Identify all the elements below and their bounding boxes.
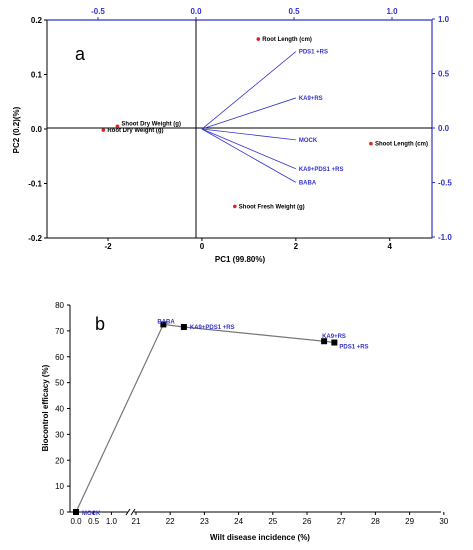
- pca-biplot: a PC1 (99.80%) PC2 (0.2)(%) -2 0 2 4 0.2 0.1 0…: [12, 7, 452, 264]
- efficacy-x-tick-label: 27: [337, 517, 346, 526]
- pca-x-tick-label: -2: [104, 242, 112, 251]
- efficacy-point-label: BABA: [157, 319, 175, 325]
- efficacy-data-marker: [180, 323, 187, 330]
- pca-loading-vector: [201, 97, 296, 130]
- pca-right-tick-label: -1.0: [438, 233, 452, 242]
- pca-loading-vector: [201, 128, 297, 183]
- pca-point-label: Shoot Length (cm): [375, 142, 428, 148]
- efficacy-x-tick-label: 30: [439, 517, 448, 526]
- pca-vector-label: BABA: [299, 180, 317, 186]
- pca-x-tick-label: 2: [294, 242, 299, 251]
- efficacy-y-tick-label: 60: [55, 353, 64, 362]
- efficacy-x-tick-label: 23: [200, 517, 209, 526]
- efficacy-data-marker: [73, 509, 79, 515]
- pca-right-tick-label: 0.5: [438, 70, 450, 79]
- efficacy-x-tick-label: 29: [405, 517, 414, 526]
- efficacy-y-tick-label: 40: [55, 405, 64, 414]
- pca-vector-label: KA9+PDS1 +RS: [299, 167, 344, 173]
- efficacy-point-label: KA9+PDS1 +RS: [190, 325, 235, 331]
- efficacy-y-tick-label: 70: [55, 327, 64, 336]
- pca-score-point: [369, 141, 373, 146]
- pca-panel-label: a: [75, 44, 86, 64]
- efficacy-y-tick-label: 10: [55, 482, 64, 491]
- pca-x-axis-label: PC1 (99.80%): [215, 255, 266, 264]
- pca-right-tick-label: -0.5: [438, 179, 452, 188]
- pca-point-label: Shoot Dry Weight (g): [121, 121, 181, 127]
- axis-break-mark-1: [125, 508, 131, 516]
- efficacy-point-label: PDS1 +RS: [339, 345, 368, 351]
- efficacy-x-tick-label: 21: [132, 517, 141, 526]
- pca-score-point: [101, 128, 106, 132]
- pca-vector-label: KA9+RS: [299, 96, 323, 102]
- pca-point-label: Root Dry Weight (g): [107, 128, 163, 134]
- pca-vector-label: PDS1 +RS: [299, 50, 328, 56]
- efficacy-x-tick-label: 1.0: [106, 517, 118, 526]
- efficacy-y-tick-label: 20: [55, 456, 64, 465]
- pca-score-point: [256, 37, 261, 41]
- efficacy-y-axis-label: Biocontrol efficacy (%): [41, 364, 50, 451]
- pca-top-tick-label: -0.5: [91, 7, 105, 16]
- pca-y-tick-label: 0.0: [31, 125, 43, 134]
- pca-y-tick-label: -0.2: [28, 234, 42, 243]
- efficacy-x-tick-label: 28: [371, 517, 380, 526]
- pca-x-tick-label: 4: [388, 242, 393, 251]
- pca-right-tick-label: 0.0: [438, 124, 450, 133]
- pca-loading-vector: [201, 128, 296, 141]
- pca-point-label: Shoot Fresh Weight (g): [239, 204, 305, 210]
- efficacy-data-marker: [160, 321, 167, 328]
- efficacy-data-marker: [331, 339, 338, 346]
- efficacy-chart: b Wilt disease incidence (%) Biocontrol …: [41, 301, 449, 542]
- pca-point-label: Root Length (cm): [262, 37, 312, 43]
- efficacy-x-tick-label: 24: [234, 517, 243, 526]
- pca-score-point: [233, 204, 237, 209]
- efficacy-x-tick-label: 0.0: [70, 517, 82, 526]
- pca-score-point: [115, 124, 120, 129]
- efficacy-panel-label: b: [95, 314, 105, 334]
- efficacy-y-tick-label: 50: [55, 379, 64, 388]
- pca-y-axis-label: PC2 (0.2)(%): [12, 106, 21, 153]
- pca-right-tick-label: 1.0: [438, 15, 450, 24]
- efficacy-x-tick-label: 0.5: [88, 517, 100, 526]
- pca-top-tick-label: 1.0: [386, 7, 398, 16]
- pca-loading-vector: [201, 51, 297, 130]
- efficacy-y-tick-label: 0: [60, 508, 65, 517]
- pca-y-tick-label: 0.2: [31, 16, 43, 25]
- efficacy-x-tick-label: 26: [303, 517, 312, 526]
- pca-y-tick-label: 0.1: [31, 71, 43, 80]
- efficacy-x-axis-label: Wilt disease incidence (%): [210, 533, 310, 542]
- efficacy-y-tick-label: 30: [55, 430, 64, 439]
- pca-loading-vector: [201, 128, 296, 170]
- pca-vector-label: MOCK: [299, 138, 318, 144]
- efficacy-series-line: [75, 323, 335, 513]
- efficacy-data-marker: [321, 338, 328, 345]
- axis-break-mark-2: [130, 508, 136, 516]
- efficacy-y-tick-label: 80: [55, 301, 64, 310]
- efficacy-x-tick-label: 25: [268, 517, 277, 526]
- pca-y-tick-label: -0.1: [28, 180, 42, 189]
- efficacy-x-tick-label: 22: [166, 517, 175, 526]
- pca-top-tick-label: 0.5: [288, 7, 300, 16]
- pca-top-tick-label: 0.0: [190, 7, 202, 16]
- efficacy-point-label: MOCK: [82, 511, 101, 517]
- efficacy-point-label: KA9+RS: [322, 334, 346, 340]
- pca-x-tick-label: 0: [200, 242, 205, 251]
